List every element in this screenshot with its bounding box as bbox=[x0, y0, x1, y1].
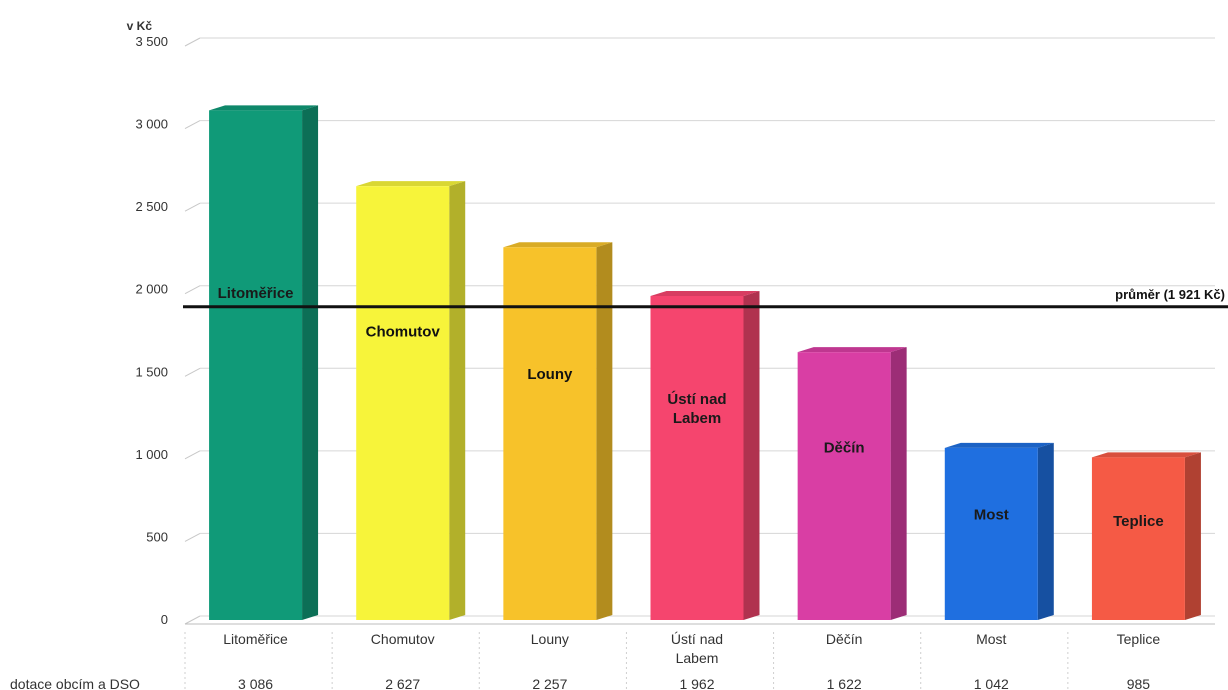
y-axis-tick-labels: 0 500 1 000 1 500 2 000 2 500 3 000 3 500 bbox=[135, 34, 168, 627]
y-tick-label: 2 500 bbox=[135, 199, 168, 214]
category-labels: Litoměřice Chomutov Louny Ústí nad Labem Děčí… bbox=[223, 631, 1160, 666]
bar bbox=[356, 186, 450, 620]
bar-group: Ústí nad Labem bbox=[650, 290, 760, 620]
y-axis-unit-label: v Kč bbox=[127, 19, 153, 33]
data-table-value: 1 962 bbox=[679, 676, 714, 690]
bar-name-label: Most bbox=[974, 507, 1009, 524]
bar-top bbox=[356, 181, 466, 187]
y-tick-label: 3 500 bbox=[135, 34, 168, 49]
bar-top bbox=[1091, 452, 1201, 458]
y-tick-label: 2 000 bbox=[135, 282, 168, 297]
data-table-row: dotace obcím a DSO 3 086 2 627 2 257 1 962 1… bbox=[10, 632, 1150, 690]
bar-side bbox=[596, 242, 613, 620]
x-category-label: Chomutov bbox=[371, 631, 435, 647]
x-category-label: Litoměřice bbox=[223, 631, 288, 647]
gridline-diagonal bbox=[184, 202, 201, 212]
bar-top bbox=[503, 242, 613, 248]
x-category-label: Most bbox=[976, 631, 1006, 647]
x-category-label: Teplice bbox=[1117, 631, 1161, 647]
data-table-series-label: dotace obcím a DSO bbox=[10, 676, 140, 690]
bar-group: Chomutov bbox=[356, 181, 466, 620]
bar-top bbox=[209, 105, 319, 111]
gridline-diagonal bbox=[184, 285, 201, 295]
bar bbox=[209, 110, 303, 620]
y-tick-label: 1 000 bbox=[135, 447, 168, 462]
bar-group: Teplice bbox=[1091, 452, 1201, 620]
x-category-label: Ústí nad bbox=[671, 631, 723, 647]
data-table-value: 2 257 bbox=[532, 676, 567, 690]
bar-side bbox=[890, 347, 907, 620]
bar-top bbox=[944, 442, 1054, 448]
bar-side bbox=[743, 290, 760, 620]
bar-name-label: Teplice bbox=[1113, 513, 1164, 530]
bar-name-label: Chomutov bbox=[366, 323, 441, 340]
bar-side bbox=[302, 105, 319, 620]
bar bbox=[503, 247, 597, 620]
data-table-value: 1 042 bbox=[974, 676, 1009, 690]
bar bbox=[944, 447, 1038, 620]
bar-side bbox=[449, 181, 466, 620]
gridline-diagonal bbox=[184, 367, 201, 377]
x-category-label: Labem bbox=[676, 650, 719, 666]
bar bbox=[650, 295, 744, 620]
bars: Litoměřice Chomutov Louny Ústí nad Labem Děčí… bbox=[209, 105, 1201, 620]
bar-name-label: Ústí nad bbox=[667, 390, 726, 408]
bar-side bbox=[1184, 452, 1201, 620]
bar-side bbox=[1037, 442, 1054, 620]
bar bbox=[1091, 457, 1185, 620]
data-table-value: 1 622 bbox=[827, 676, 862, 690]
gridline-diagonal bbox=[184, 37, 201, 47]
bar-name-label: Louny bbox=[527, 366, 573, 383]
average-line-label: průměr (1 921 Kč) bbox=[1115, 287, 1225, 302]
bar-name-label: Děčín bbox=[824, 439, 865, 456]
gridline-diagonal bbox=[184, 450, 201, 460]
data-table-value: 2 627 bbox=[385, 676, 420, 690]
y-tick-label: 500 bbox=[146, 529, 168, 544]
bar-top bbox=[797, 347, 907, 353]
data-table-value: 3 086 bbox=[238, 676, 273, 690]
gridline-diagonal bbox=[184, 615, 201, 625]
y-tick-label: 3 000 bbox=[135, 117, 168, 132]
bar-group: Děčín bbox=[797, 347, 907, 620]
x-category-label: Děčín bbox=[826, 631, 863, 647]
bar-group: Louny bbox=[503, 242, 613, 620]
bar-group: Litoměřice bbox=[209, 105, 319, 620]
y-tick-label: 0 bbox=[161, 612, 168, 627]
bar-group: Most bbox=[944, 442, 1054, 620]
data-table-value: 985 bbox=[1127, 676, 1151, 690]
average-line-group: průměr (1 921 Kč) bbox=[183, 287, 1228, 309]
bar bbox=[797, 352, 891, 620]
gridline-diagonal bbox=[184, 120, 201, 130]
bar-name-label: Labem bbox=[673, 410, 721, 427]
y-tick-label: 1 500 bbox=[135, 364, 168, 379]
bar-top bbox=[650, 290, 760, 296]
x-category-label: Louny bbox=[531, 631, 569, 647]
gridline-diagonal bbox=[184, 532, 201, 542]
bar-name-label: Litoměřice bbox=[218, 285, 294, 302]
